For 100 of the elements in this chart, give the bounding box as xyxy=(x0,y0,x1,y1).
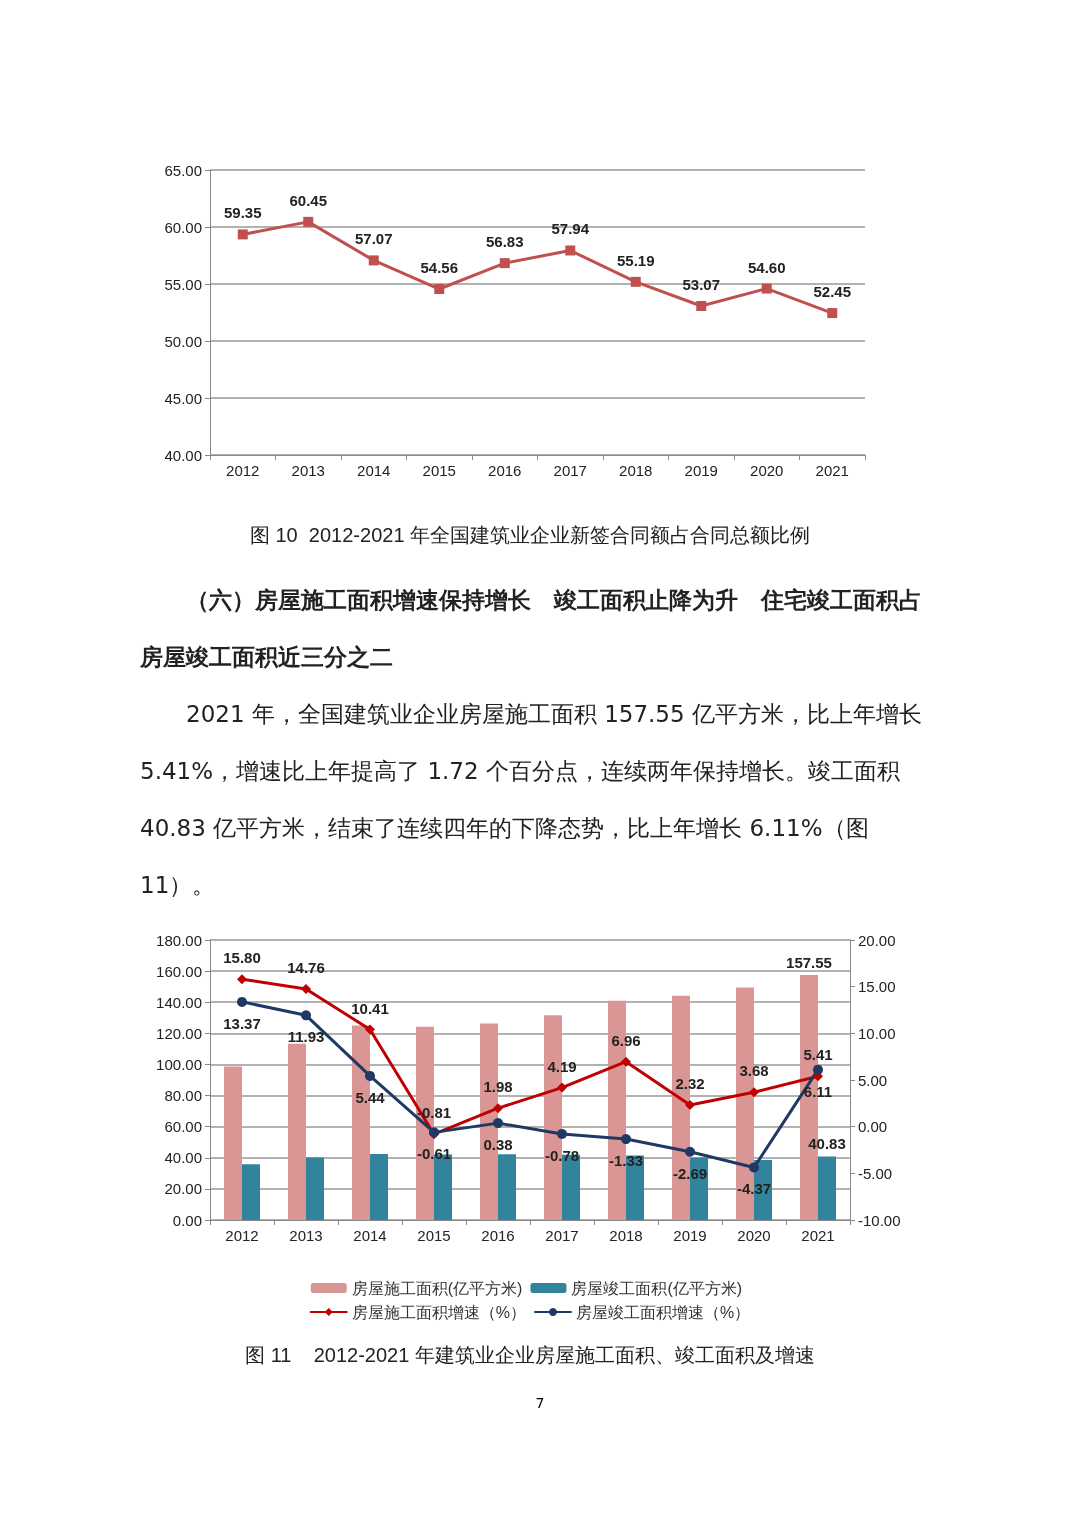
x-tick-label: 2012 xyxy=(226,462,260,479)
y2-tick-label: -10.00 xyxy=(858,1211,901,1229)
data-label: 0.38 xyxy=(483,1136,513,1154)
x-tick-label: 2012 xyxy=(225,1227,259,1244)
y-tick-label: 65.00 xyxy=(164,161,202,179)
data-label: -0.78 xyxy=(544,1146,580,1164)
data-label: 54.56 xyxy=(420,259,459,277)
legend-label: 房屋竣工面积(亿平方米) xyxy=(571,1279,743,1297)
data-label: 55.19 xyxy=(616,251,655,269)
y2-tick-label: 5.00 xyxy=(858,1071,888,1089)
x-tick-label: 2018 xyxy=(609,1227,643,1244)
x-tick-label: 2018 xyxy=(619,462,653,479)
data-label: -2.69 xyxy=(672,1164,708,1182)
y-tick-label: 0.00 xyxy=(172,1211,202,1229)
data-label: 2.32 xyxy=(675,1075,705,1093)
point xyxy=(813,1064,823,1075)
data-label: -1.33 xyxy=(608,1152,644,1170)
point xyxy=(761,283,772,294)
y-tick-label: 40.00 xyxy=(164,1149,202,1167)
x-tick-label: 2019 xyxy=(673,1227,707,1244)
x-tick-label: 2016 xyxy=(488,462,522,479)
text: （六）房屋施工面积增速保持增长 竣工面积止降为升 住宅竣工面积占房屋竣工面积近三分之二 xyxy=(140,587,922,670)
y-tick-label: 120.00 xyxy=(156,1024,202,1042)
data-label: 52.45 xyxy=(813,283,852,301)
point xyxy=(434,284,445,295)
data-label: 5.41 xyxy=(803,1046,833,1064)
y2-tick-label: 10.00 xyxy=(858,1024,896,1042)
y-tick-label: 180.00 xyxy=(156,931,202,949)
y-tick-label: 160.00 xyxy=(156,962,202,980)
data-label: 4.19 xyxy=(547,1057,577,1075)
data-label: 11.93 xyxy=(287,1028,325,1046)
data-label: 6.96 xyxy=(611,1031,641,1049)
point xyxy=(368,255,379,266)
data-label: 53.07 xyxy=(682,276,721,293)
text: 7 xyxy=(534,1395,546,1411)
data-label: 1.98 xyxy=(483,1078,513,1096)
x-tick-label: 2021 xyxy=(815,462,849,479)
x-tick-label: 2014 xyxy=(353,1227,387,1244)
data-label: 54.60 xyxy=(747,258,786,276)
data-label: 13.37 xyxy=(223,1014,261,1032)
x-tick-label: 2014 xyxy=(357,462,391,479)
y-tick-label: 20.00 xyxy=(164,1180,202,1198)
bar xyxy=(242,1164,260,1220)
point xyxy=(493,1103,503,1114)
point xyxy=(237,996,247,1007)
point xyxy=(685,1100,695,1111)
point xyxy=(557,1082,567,1093)
data-label: 10.41 xyxy=(351,999,389,1017)
y-tick-label: 55.00 xyxy=(164,275,202,293)
bar xyxy=(224,1066,242,1220)
data-label: 60.45 xyxy=(289,191,328,209)
point xyxy=(621,1056,631,1067)
legend-label: 房屋竣工面积增速（%） xyxy=(576,1303,751,1321)
y-tick-label: 60.00 xyxy=(164,1118,202,1136)
x-tick-label: 2021 xyxy=(801,1227,835,1244)
point xyxy=(565,245,576,256)
point xyxy=(696,301,707,311)
legend-label: 房屋施工面积增速（%） xyxy=(351,1303,527,1321)
data-label: 57.07 xyxy=(354,230,393,248)
point xyxy=(303,216,314,227)
x-tick-label: 2019 xyxy=(684,462,718,479)
x-tick-label: 2020 xyxy=(750,462,784,479)
x-tick-label: 2015 xyxy=(422,462,456,479)
y-tick-label: 140.00 xyxy=(156,993,202,1011)
legend-label: 房屋施工面积(亿平方米) xyxy=(351,1279,523,1297)
data-label: 157.55 xyxy=(786,953,832,971)
data-label: 15.80 xyxy=(223,949,261,967)
x-tick-label: 2013 xyxy=(291,462,325,479)
y2-tick-label: 15.00 xyxy=(858,978,896,996)
point xyxy=(301,1010,311,1021)
text: 图 11 2012-2021 年建筑业企业房屋施工面积、竣工面积及增速 xyxy=(245,1344,815,1366)
x-tick-label: 2015 xyxy=(417,1227,451,1244)
y-tick-label: 40.00 xyxy=(164,446,202,464)
data-label: 5.44 xyxy=(355,1088,386,1106)
x-tick-label: 2017 xyxy=(545,1227,579,1244)
data-label: 40.83 xyxy=(808,1135,846,1153)
point xyxy=(749,1087,759,1098)
text: 图 10 2012-2021 年全国建筑业企业新签合同额占合同总额比例 xyxy=(249,524,811,546)
point xyxy=(621,1134,631,1145)
bar xyxy=(306,1157,324,1220)
point xyxy=(493,1118,503,1129)
point xyxy=(827,308,838,319)
y2-tick-label: -5.00 xyxy=(858,1164,893,1182)
point xyxy=(365,1070,375,1081)
y-tick-label: 80.00 xyxy=(164,1087,202,1105)
data-label: 56.83 xyxy=(485,233,524,251)
data-label: -0.61 xyxy=(416,1145,452,1163)
x-tick-label: 2016 xyxy=(481,1227,515,1244)
x-tick-label: 2013 xyxy=(289,1227,323,1244)
bar xyxy=(370,1154,388,1220)
point xyxy=(237,974,247,985)
data-label: 57.94 xyxy=(551,220,590,238)
point xyxy=(557,1128,567,1139)
x-tick-label: 2017 xyxy=(553,462,587,479)
data-label: 6.11 xyxy=(803,1082,833,1100)
point xyxy=(685,1146,695,1157)
data-label: -4.37 xyxy=(736,1180,772,1198)
point xyxy=(499,258,510,269)
point xyxy=(749,1162,759,1173)
point xyxy=(237,229,248,240)
